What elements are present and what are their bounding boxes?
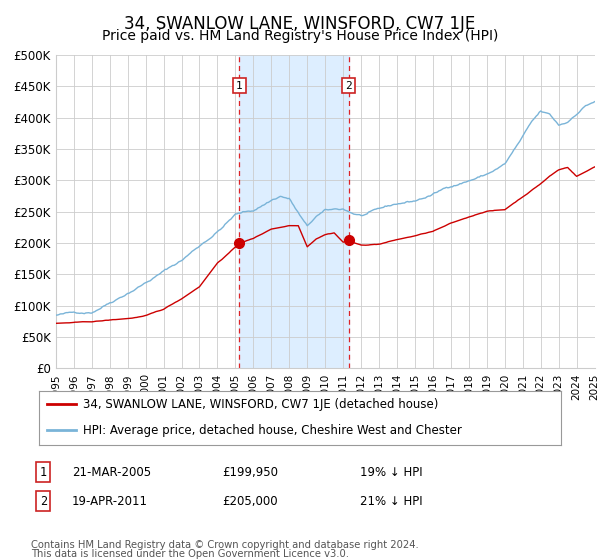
- Text: Contains HM Land Registry data © Crown copyright and database right 2024.: Contains HM Land Registry data © Crown c…: [31, 540, 419, 550]
- Text: HPI: Average price, detached house, Cheshire West and Chester: HPI: Average price, detached house, Ches…: [83, 424, 462, 437]
- Text: 34, SWANLOW LANE, WINSFORD, CW7 1JE: 34, SWANLOW LANE, WINSFORD, CW7 1JE: [124, 15, 476, 32]
- Text: £205,000: £205,000: [222, 494, 278, 508]
- Bar: [239, 55, 349, 368]
- Text: £199,950: £199,950: [222, 465, 278, 479]
- Text: This data is licensed under the Open Government Licence v3.0.: This data is licensed under the Open Gov…: [31, 549, 349, 559]
- Text: 19-APR-2011: 19-APR-2011: [72, 494, 148, 508]
- Text: 34, SWANLOW LANE, WINSFORD, CW7 1JE (detached house): 34, SWANLOW LANE, WINSFORD, CW7 1JE (det…: [83, 398, 439, 411]
- Text: 1: 1: [40, 465, 47, 479]
- Text: 2: 2: [40, 494, 47, 508]
- Text: 21% ↓ HPI: 21% ↓ HPI: [360, 494, 422, 508]
- Text: 19% ↓ HPI: 19% ↓ HPI: [360, 465, 422, 479]
- Text: 2: 2: [345, 81, 352, 91]
- Text: 21-MAR-2005: 21-MAR-2005: [72, 465, 151, 479]
- Text: Price paid vs. HM Land Registry's House Price Index (HPI): Price paid vs. HM Land Registry's House …: [102, 29, 498, 43]
- Text: 1: 1: [236, 81, 243, 91]
